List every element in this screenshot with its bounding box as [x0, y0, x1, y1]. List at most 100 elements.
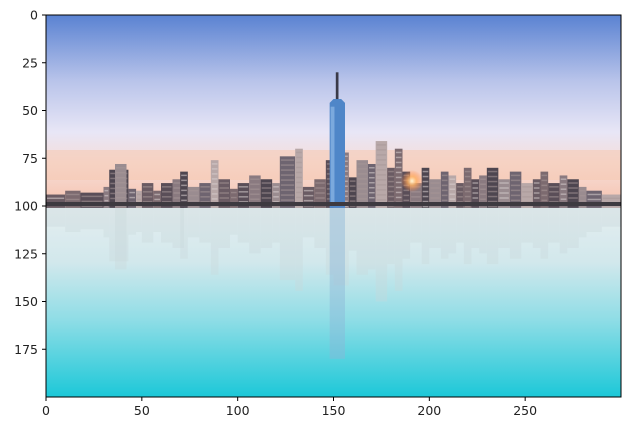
building-windows	[219, 187, 229, 189]
building-windows	[162, 186, 172, 188]
building-windows	[219, 192, 229, 194]
reflection-strip	[586, 207, 602, 232]
reflection-strip	[471, 207, 480, 249]
building-windows	[449, 178, 456, 180]
building-windows	[200, 186, 210, 188]
reflection-strip	[498, 207, 510, 249]
building-windows	[376, 144, 387, 146]
building-windows	[357, 173, 367, 175]
water	[46, 204, 621, 397]
building-windows	[464, 205, 471, 208]
building	[199, 183, 211, 208]
reflection-strip	[109, 207, 129, 262]
reflection-strip	[128, 207, 137, 235]
building-windows	[533, 182, 540, 184]
building-windows	[142, 196, 153, 198]
x-axis: 0 50 100 150 200 250	[42, 397, 537, 418]
building-windows	[250, 178, 260, 180]
building-windows	[376, 174, 387, 176]
building-windows	[510, 174, 521, 177]
building-windows	[129, 196, 136, 199]
building-windows	[137, 193, 141, 196]
building-windows	[487, 185, 498, 188]
building-windows	[273, 191, 279, 193]
building-windows	[349, 185, 356, 187]
reflection-strip	[230, 207, 238, 235]
building-windows	[568, 197, 578, 199]
building-windows	[296, 181, 302, 184]
building-windows	[560, 178, 567, 180]
building-windows	[66, 198, 80, 201]
building	[141, 183, 154, 208]
building-windows	[219, 197, 229, 199]
building-windows	[349, 205, 356, 207]
building-windows	[296, 191, 302, 194]
building	[456, 183, 464, 208]
building-windows	[280, 169, 295, 171]
building-windows	[369, 171, 375, 174]
building-windows	[480, 183, 486, 185]
building-windows	[181, 174, 187, 177]
reflection-strip	[115, 207, 127, 270]
building-windows	[560, 193, 567, 195]
building-windows	[238, 201, 249, 203]
building	[448, 175, 457, 208]
building-windows	[457, 191, 463, 193]
building-reflections	[46, 207, 621, 359]
building-windows	[47, 197, 65, 200]
reflection-strip	[421, 207, 430, 265]
building-windows	[181, 194, 187, 197]
reflection-strip	[410, 207, 422, 243]
reflection-strip	[295, 207, 303, 291]
building-windows	[395, 186, 402, 189]
building-windows	[116, 166, 126, 169]
building-windows	[219, 182, 229, 184]
reflection-strip	[218, 207, 230, 249]
building	[103, 186, 110, 208]
building-windows	[422, 170, 429, 173]
skyline	[46, 72, 621, 208]
building-windows	[250, 198, 260, 200]
building-windows	[296, 156, 302, 159]
building-windows	[422, 205, 429, 208]
building-windows	[430, 192, 440, 194]
building-windows	[422, 195, 429, 198]
x-tick-label: 200	[417, 403, 441, 418]
building-windows	[422, 175, 429, 178]
building-windows	[430, 182, 440, 184]
building-windows	[472, 197, 479, 199]
building-windows	[280, 179, 295, 181]
reflection-strip	[486, 207, 499, 265]
building-windows	[273, 201, 279, 203]
building-windows	[200, 201, 210, 203]
reflection-strip	[65, 207, 81, 232]
building-windows	[104, 194, 109, 197]
building-windows	[116, 191, 126, 194]
building-windows	[261, 182, 272, 184]
building	[559, 175, 568, 208]
building-windows	[395, 196, 402, 199]
building-windows	[510, 194, 521, 197]
building-windows	[349, 180, 356, 182]
y-tick-label: 150	[14, 294, 38, 309]
building-windows	[395, 171, 402, 174]
building-windows	[173, 197, 183, 199]
building-windows	[441, 184, 448, 187]
building-windows	[602, 197, 620, 200]
building-windows	[568, 182, 578, 184]
building	[410, 183, 422, 208]
building-windows	[376, 164, 387, 166]
building-windows	[403, 194, 410, 197]
building-windows	[541, 189, 548, 192]
sun-glare	[401, 170, 423, 192]
building-windows	[181, 184, 187, 187]
building-windows	[487, 175, 498, 178]
building-windows	[549, 201, 559, 203]
building-windows	[449, 198, 456, 200]
building-windows	[411, 191, 421, 193]
building-windows	[533, 197, 540, 199]
building-windows	[441, 179, 448, 182]
building-windows	[587, 198, 601, 201]
building-windows	[560, 183, 567, 185]
building-windows	[357, 168, 367, 170]
